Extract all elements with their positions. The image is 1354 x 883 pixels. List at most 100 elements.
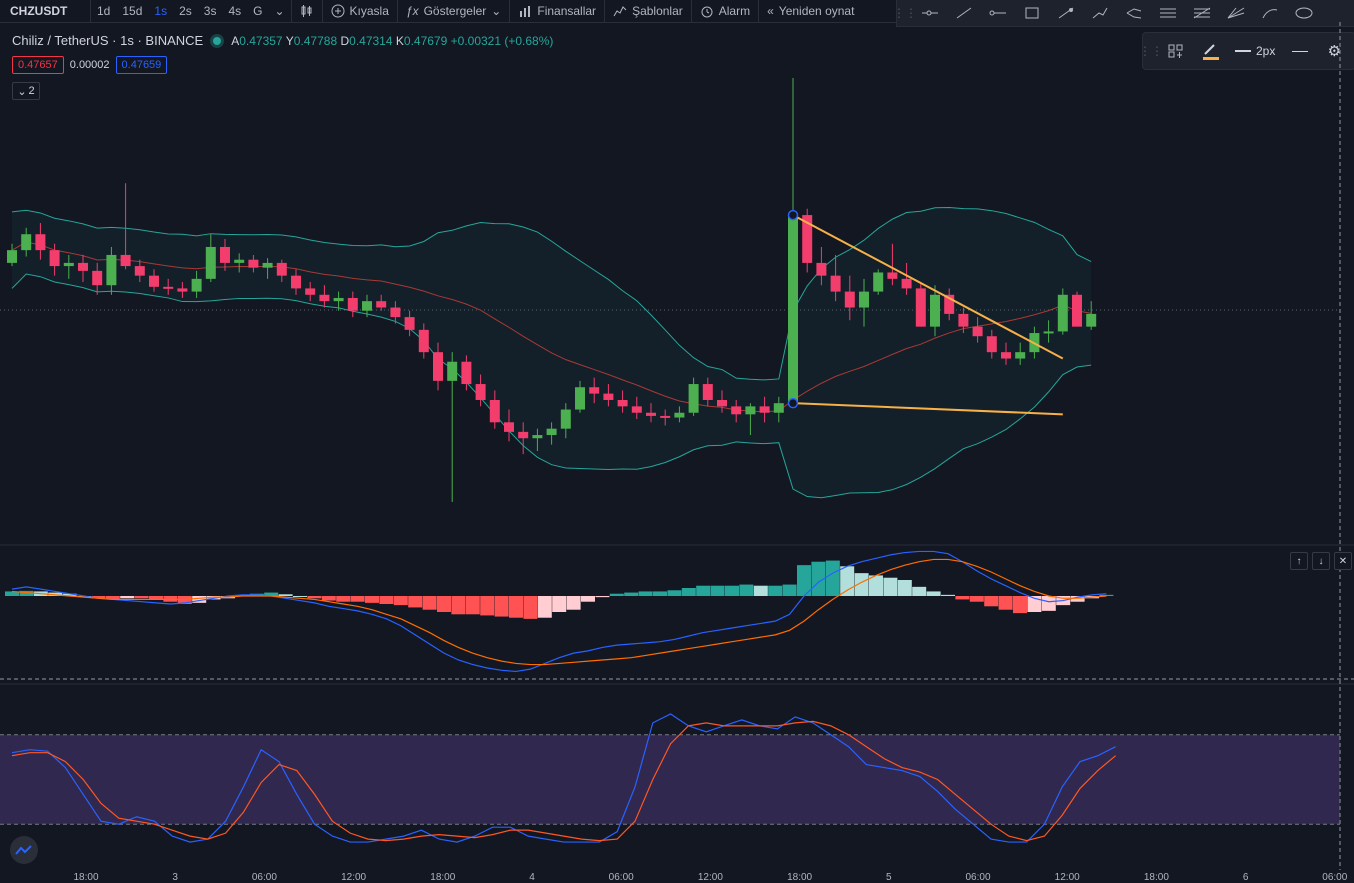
candle-body (433, 352, 443, 381)
move-pane-down-icon[interactable]: ↓ (1312, 552, 1330, 570)
candle-body (362, 301, 372, 311)
bid-price[interactable]: 0.47657 (12, 56, 64, 74)
macd-line (11, 550, 1107, 673)
line-width-label: 2px (1256, 44, 1276, 58)
time-axis-label: 18:00 (1143, 872, 1169, 883)
timeframe-1d[interactable]: 1d (97, 4, 111, 18)
close-pane-icon[interactable]: ✕ (1334, 552, 1352, 570)
horizontal-line-icon[interactable] (981, 1, 1015, 25)
chevron-down-icon[interactable]: ⌄ (274, 4, 285, 18)
macd-histogram-bar (350, 596, 365, 602)
chevron-down-icon[interactable]: ⌄ (491, 4, 502, 18)
macd-histogram-bar (926, 591, 941, 596)
parallel-channel-icon[interactable] (1151, 1, 1185, 25)
horizontal-ray-icon[interactable] (913, 1, 947, 25)
line-width-button[interactable]: 2px (1227, 44, 1283, 58)
toolbar-divider (604, 0, 606, 22)
macd-signal-line (11, 558, 1107, 666)
time-axis-label: 3 (172, 872, 178, 883)
candle-body (646, 412, 656, 416)
candle-body (404, 317, 415, 330)
candle-body (859, 291, 869, 308)
template-grid-icon[interactable] (1159, 39, 1193, 63)
macd-histogram-bar (984, 596, 999, 607)
line-color-pencil-icon[interactable] (1193, 39, 1227, 63)
settings-gear-icon[interactable]: ⚙ (1327, 43, 1342, 60)
candle-body (617, 399, 628, 407)
macd-histogram-bar (134, 596, 149, 599)
line-style-icon[interactable] (1283, 39, 1317, 63)
series-title[interactable]: Chiliz / TetherUS · 1s · BINANCE (12, 33, 204, 48)
time-axis-label: 12:00 (1054, 872, 1080, 883)
candle-body (1086, 313, 1097, 327)
macd-histogram-bar (941, 594, 955, 596)
chart-type-button[interactable] (292, 4, 322, 18)
timeframe-4s[interactable]: 4s (228, 4, 242, 18)
candle-body (674, 412, 685, 418)
ask-price[interactable]: 0.47659 (115, 56, 168, 74)
candle-body (163, 286, 174, 289)
toolbar-divider (321, 0, 323, 22)
trendline-icon[interactable] (947, 1, 981, 25)
drag-handle-icon[interactable]: ⋮⋮ (893, 6, 917, 20)
candle-body (830, 275, 841, 292)
alert-button[interactable]: Alarm (692, 4, 758, 18)
financials-button[interactable]: Finansallar (510, 4, 604, 18)
replay-button[interactable]: « Yeniden oynat (759, 4, 862, 18)
candle-body (518, 431, 529, 439)
macd-histogram-bar (509, 596, 523, 618)
bollinger-basis-line (11, 241, 1092, 413)
symbol-search-button[interactable]: CHZUSDT (10, 4, 68, 18)
toolbar-divider (396, 0, 398, 22)
tradingview-logo-icon[interactable] (10, 836, 38, 864)
drag-handle-icon[interactable]: ⋮⋮ (1139, 44, 1163, 58)
alert-label: Alarm (718, 4, 751, 18)
macd-histogram-bar (1099, 594, 1114, 596)
candle-body (63, 262, 74, 267)
macd-histogram-bar (782, 584, 797, 596)
path-icon[interactable] (1083, 1, 1117, 25)
timeframe-3s[interactable]: 3s (203, 4, 217, 18)
stoch-band-fill (0, 734, 1340, 825)
move-pane-up-icon[interactable]: ↑ (1290, 552, 1308, 570)
candle-body (731, 406, 742, 415)
candle-body (930, 294, 940, 327)
candle-body (773, 403, 784, 413)
candle-body (276, 262, 287, 276)
timeframe-15d[interactable]: 15d (122, 4, 143, 18)
macd-histogram-bar (797, 565, 811, 596)
candle-body (816, 262, 827, 276)
trendline-drawing[interactable] (787, 209, 1064, 416)
spread-value: 0.00002 (69, 59, 110, 71)
pitchfork-icon[interactable] (1117, 1, 1151, 25)
indicators-button[interactable]: ƒx Göstergeler ⌄ (398, 4, 509, 18)
candle-body (489, 399, 500, 423)
macd-histogram-bar (710, 585, 725, 596)
gann-fan-icon[interactable] (1219, 1, 1253, 25)
fib-retracement-icon[interactable] (1185, 1, 1219, 25)
templates-button[interactable]: Şablonlar (605, 4, 691, 18)
candle-body (376, 301, 387, 308)
chevron-down-icon: ⌄ (17, 85, 27, 98)
timeframe-2s[interactable]: 2s (179, 4, 192, 18)
compare-button[interactable]: Kıyasla (323, 4, 397, 18)
macd-histogram-bar (883, 577, 898, 596)
indicator-collapse-button[interactable]: ⌄ 2 (12, 82, 40, 100)
low-value: 0.47314 (349, 33, 393, 48)
candle-body (291, 275, 301, 289)
time-axis[interactable]: 18:00 3 06:00 12:00 18:00 4 06:00 12:00 18:00 5 06… (0, 870, 1354, 883)
brush-icon[interactable] (1049, 1, 1083, 25)
candle-body (546, 428, 557, 436)
drawing-properties-bar: ⋮⋮ 2px ⚙ (1139, 32, 1354, 70)
macd-pane (5, 550, 1114, 673)
rewind-icon: « (767, 4, 774, 18)
timeframe-g[interactable]: G (253, 4, 263, 18)
timeframe-1s[interactable]: 1s (154, 4, 168, 18)
alarm-clock-icon (701, 6, 713, 18)
ellipse-icon[interactable] (1287, 1, 1321, 25)
rectangle-icon[interactable] (1015, 1, 1049, 25)
brush-stroke-icon[interactable] (1253, 1, 1287, 25)
candle-body (1072, 294, 1082, 327)
candle-body (106, 254, 117, 286)
